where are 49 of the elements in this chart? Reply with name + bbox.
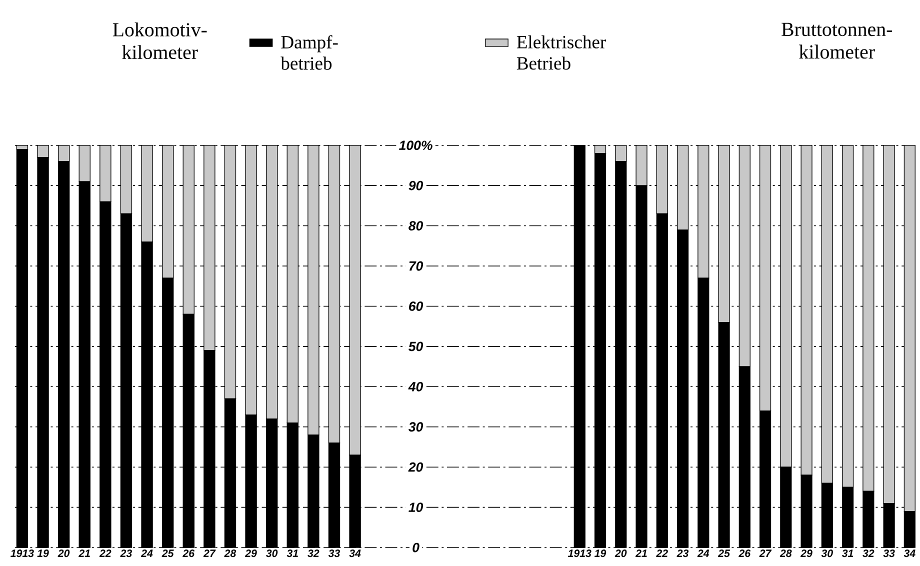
- x-tick-label: 21: [78, 549, 90, 557]
- x-tick-label: 22: [99, 549, 112, 557]
- y-tick-label: 70: [409, 261, 424, 270]
- y-tick-label: 30: [408, 422, 424, 432]
- y-tick-label: 20: [408, 462, 424, 472]
- x-tick-label: 32: [308, 549, 320, 557]
- x-tick-label: 22: [656, 549, 668, 557]
- x-tick-label: 23: [676, 549, 689, 557]
- legend-label: Elektrischer Betrieb: [516, 35, 606, 70]
- x-tick-label: 23: [120, 549, 132, 557]
- x-tick-label: 27: [759, 549, 772, 557]
- x-tick-label: 20: [58, 549, 70, 557]
- x-tick-label: 30: [821, 549, 833, 557]
- x-tick-label: 24: [697, 549, 710, 557]
- x-tick-label: 1913: [10, 549, 34, 557]
- y-tick-label: 100%: [399, 140, 432, 150]
- x-tick-label: 19: [594, 549, 606, 557]
- x-tick-label: 28: [224, 549, 236, 557]
- chart-title: Lokomotiv-kilometer: [112, 22, 207, 59]
- x-tick-label: 30: [266, 549, 278, 557]
- x-tick-label: 31: [286, 549, 298, 557]
- x-tick-label: 20: [614, 549, 627, 557]
- x-tick-label: 29: [244, 549, 257, 557]
- x-tick-label: 24: [140, 549, 153, 557]
- x-tick-label: 1913: [568, 549, 592, 557]
- y-tick-label: 40: [408, 382, 424, 392]
- x-tick-label: 26: [738, 549, 751, 557]
- y-tick-label: 90: [408, 180, 424, 190]
- y-tick-label: 0: [412, 542, 420, 552]
- legend-label: Dampf-betrieb: [280, 35, 338, 70]
- x-tick-label: 33: [883, 549, 895, 557]
- y-tick-label: 80: [408, 220, 424, 230]
- x-tick-label: 19: [37, 549, 49, 557]
- x-tick-label: 25: [718, 549, 730, 557]
- x-tick-label: 31: [842, 549, 854, 557]
- chart-title: Bruttotonnen-kilometer: [782, 22, 892, 58]
- x-tick-label: 34: [349, 549, 361, 557]
- x-tick-label: 25: [162, 549, 174, 557]
- y-tick-label: 50: [408, 342, 424, 351]
- x-tick-label: 21: [635, 549, 647, 557]
- y-tick-label: 60: [409, 301, 424, 311]
- x-tick-label: 28: [780, 549, 792, 557]
- x-tick-label: 32: [862, 549, 874, 557]
- y-tick-label: 10: [408, 502, 424, 512]
- x-tick-label: 29: [800, 549, 812, 557]
- x-tick-label: 27: [203, 549, 216, 557]
- x-tick-label: 26: [182, 549, 195, 557]
- x-tick-label: 34: [904, 549, 916, 557]
- x-tick-label: 33: [328, 549, 340, 557]
